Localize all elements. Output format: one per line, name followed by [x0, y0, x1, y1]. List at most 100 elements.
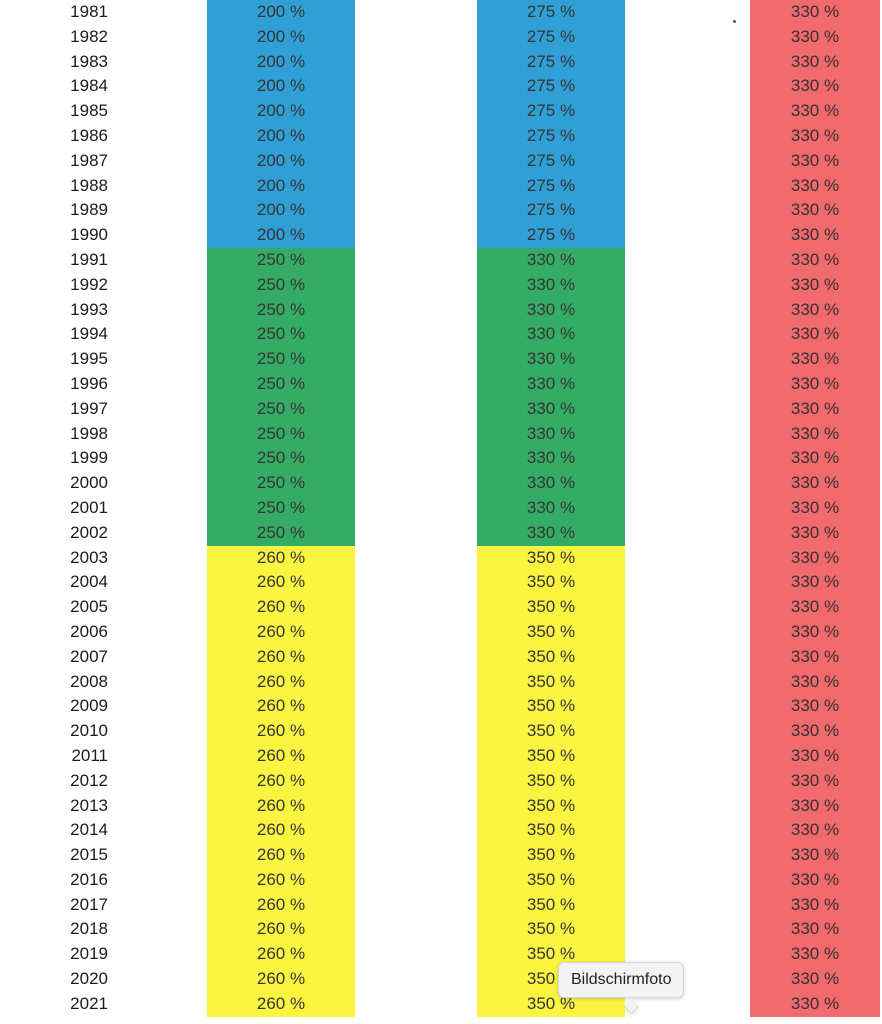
- rate-cell: 260 %: [207, 917, 355, 943]
- rate-cell: 200 %: [207, 24, 355, 50]
- rate-cell: 200 %: [207, 74, 355, 100]
- rate-cell: 330 %: [750, 421, 880, 447]
- rate-cell: 330 %: [750, 0, 880, 25]
- rate-cell: 250 %: [207, 371, 355, 397]
- rate-cell: 330 %: [750, 619, 880, 645]
- year-cell: 1998: [70, 423, 108, 443]
- rate-cell: 330 %: [750, 347, 880, 372]
- rate-cell: 330 %: [750, 520, 880, 546]
- rate-cell: 330 %: [750, 719, 880, 744]
- tooltip-pointer: [623, 998, 640, 1015]
- rate-cell: 350 %: [477, 793, 625, 819]
- rate-cell: 330 %: [477, 396, 625, 422]
- rate-cell: 200 %: [207, 173, 355, 199]
- rate-cell: 200 %: [207, 223, 355, 248]
- year-cell: 2018: [70, 919, 108, 939]
- rate-cell: 330 %: [477, 371, 625, 397]
- rate-cell: 330 %: [750, 669, 880, 695]
- rate-cell: 260 %: [207, 743, 355, 769]
- year-cell: 1986: [70, 125, 108, 145]
- rate-cell: 330 %: [750, 644, 880, 670]
- rate-cell: 275 %: [477, 24, 625, 50]
- rate-cell: 200 %: [207, 0, 355, 25]
- year-cell: 1997: [70, 398, 108, 418]
- rate-cell: 350 %: [477, 545, 625, 571]
- rate-cell: 260 %: [207, 843, 355, 868]
- year-cell: 1990: [70, 225, 108, 245]
- rate-cell: 275 %: [477, 123, 625, 149]
- rate-cell: 330 %: [750, 991, 880, 1017]
- rate-cell: 330 %: [477, 471, 625, 496]
- rate-cell: 330 %: [750, 173, 880, 199]
- rate-cell: 260 %: [207, 570, 355, 596]
- rate-cell: 330 %: [477, 297, 625, 323]
- rate-cell: 250 %: [207, 347, 355, 372]
- rate-cell: 330 %: [750, 99, 880, 124]
- year-cell: 1993: [70, 299, 108, 319]
- rate-cell: 250 %: [207, 247, 355, 273]
- scan-speck: [733, 20, 736, 23]
- year-cell: 2016: [70, 869, 108, 889]
- year-cell: 1988: [70, 175, 108, 195]
- rate-cell: 330 %: [750, 247, 880, 273]
- rate-cell: 330 %: [750, 49, 880, 75]
- year-cell: 1995: [70, 349, 108, 369]
- rate-column-2: 275 % 275 % 275 % 275 % 275 % 275 % 275 % 275 %…: [477, 0, 625, 1017]
- rate-cell: 200 %: [207, 49, 355, 75]
- rate-cell: 330 %: [750, 595, 880, 620]
- year-cell: 1985: [70, 101, 108, 121]
- rate-cell: 350 %: [477, 867, 625, 893]
- rate-cell: 330 %: [750, 74, 880, 100]
- rate-cell: 350 %: [477, 595, 625, 620]
- rate-cell: 250 %: [207, 446, 355, 472]
- year-cell: 1992: [70, 274, 108, 294]
- rate-cell: 200 %: [207, 148, 355, 174]
- year-cell: 1981: [70, 2, 108, 21]
- year-cell: 1984: [70, 76, 108, 96]
- rate-cell: 350 %: [477, 743, 625, 769]
- rate-cell: 330 %: [750, 297, 880, 323]
- rate-cell: 330 %: [750, 570, 880, 596]
- rate-cell: 350 %: [477, 644, 625, 670]
- rate-cell: 330 %: [477, 247, 625, 273]
- rate-cell: 250 %: [207, 272, 355, 298]
- rate-cell: 330 %: [750, 123, 880, 149]
- rate-cell: 350 %: [477, 991, 625, 1017]
- rate-cell: 250 %: [207, 322, 355, 348]
- rate-cell: 350 %: [477, 694, 625, 720]
- tooltip-label: Bildschirmfoto: [571, 971, 672, 988]
- rate-cell: 250 %: [207, 520, 355, 546]
- rate-cell: 260 %: [207, 644, 355, 670]
- rate-cell: 275 %: [477, 173, 625, 199]
- year-cell: 2006: [70, 621, 108, 641]
- rate-cell: 330 %: [750, 793, 880, 819]
- year-cell: 2000: [70, 473, 108, 493]
- rate-cell: 330 %: [750, 694, 880, 720]
- rate-cell: 275 %: [477, 223, 625, 248]
- rate-cell: 260 %: [207, 545, 355, 571]
- rate-cell: 200 %: [207, 198, 355, 224]
- rate-cell: 275 %: [477, 0, 625, 25]
- year-cell: 2007: [70, 646, 108, 666]
- rate-cell: 260 %: [207, 967, 355, 992]
- rate-cell: 350 %: [477, 942, 625, 968]
- rate-cell: 260 %: [207, 694, 355, 720]
- year-cell: 1994: [70, 324, 108, 344]
- year-cell: 1999: [70, 448, 108, 468]
- tooltip: Bildschirmfoto: [558, 962, 685, 998]
- rate-cell: 330 %: [477, 421, 625, 447]
- year-cell: 1996: [70, 373, 108, 393]
- year-cell: 2011: [71, 745, 108, 765]
- rate-cell: 330 %: [750, 867, 880, 893]
- rate-cell: 275 %: [477, 99, 625, 124]
- year-cell: 2001: [70, 497, 108, 517]
- rate-cell: 250 %: [207, 297, 355, 323]
- rate-cell: 330 %: [750, 198, 880, 224]
- year-cell: 2010: [70, 721, 108, 741]
- year-cell: 2002: [70, 522, 108, 542]
- rate-cell: 260 %: [207, 793, 355, 819]
- rate-cell: 330 %: [477, 446, 625, 472]
- rate-cell: 350 %: [477, 843, 625, 868]
- year-cell: 2013: [70, 795, 108, 815]
